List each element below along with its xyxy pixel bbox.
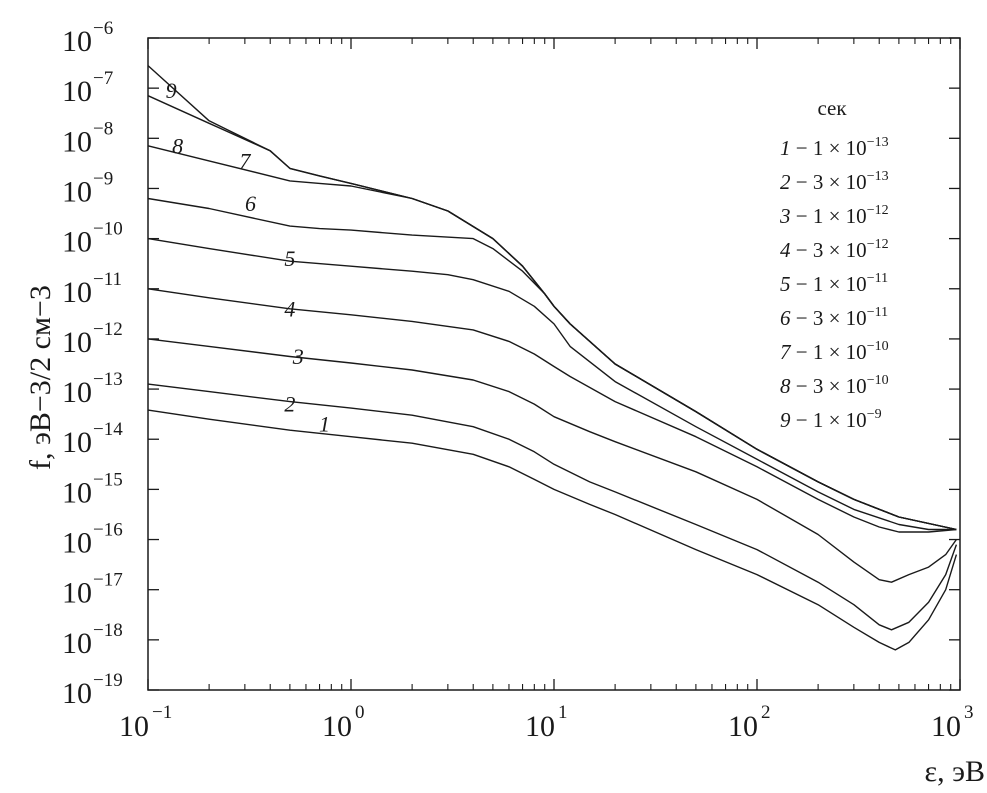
y-tick-label: 10 xyxy=(62,426,92,459)
series-labels: 12 3 4 5 6 7 8 9 xyxy=(166,78,330,437)
legend-entry-5: 5 − 1 × 10−11 xyxy=(780,271,888,296)
legend-entry-3: 3 − 1 × 10−12 xyxy=(779,203,889,228)
legend-entry-7: 7 − 1 × 10−10 xyxy=(780,339,889,364)
y-tick-exponent: −6 xyxy=(93,18,113,39)
series-label-2: 2 xyxy=(284,392,295,417)
series-label-7: 7 xyxy=(239,148,251,173)
series-group xyxy=(147,65,958,651)
x-tick-exponent: 0 xyxy=(355,702,365,723)
series-line-5 xyxy=(147,237,957,531)
y-tick-label: 10 xyxy=(62,677,92,710)
legend-title: сек xyxy=(817,96,847,120)
x-axis-label: ε, эВ xyxy=(925,755,985,788)
legend-entry-1: 1 − 1 × 10−13 xyxy=(780,135,889,160)
series-label-5: 5 xyxy=(284,246,295,271)
y-tick-label: 10 xyxy=(62,577,92,610)
y-tick-label: 10 xyxy=(62,75,92,108)
y-axis-label: f, эВ−3/2 см−3 xyxy=(24,285,57,470)
y-tick-label: 10 xyxy=(62,627,92,660)
x-tick-label: 10 xyxy=(119,710,149,743)
x-tick-label: 10 xyxy=(525,710,555,743)
legend-entry-8: 8 − 3 × 10−10 xyxy=(780,373,889,398)
y-tick-exponent: −12 xyxy=(93,319,123,340)
legend-entry-9: 9 − 1 × 10−9 xyxy=(780,407,882,432)
y-tick-exponent: −13 xyxy=(93,369,123,390)
series-line-9 xyxy=(147,65,957,531)
legend-entry-6: 6 − 3 × 10−11 xyxy=(780,305,888,330)
y-tick-exponent: −14 xyxy=(93,419,123,440)
y-tick-exponent: −7 xyxy=(93,68,113,89)
x-tick-exponent: 2 xyxy=(761,702,771,723)
legend: сек 1 − 1 × 10−13 2 − 3 × 10−13 3 − 1 × 10… xyxy=(779,96,889,432)
y-tick-exponent: −8 xyxy=(93,118,113,139)
y-tick-exponent: −17 xyxy=(93,570,123,591)
legend-entry-2: 2 − 3 × 10−13 xyxy=(780,169,889,194)
y-tick-label: 10 xyxy=(62,226,92,259)
y-tick-label: 10 xyxy=(62,527,92,560)
series-label-9: 9 xyxy=(166,78,177,103)
x-tick-label: 10 xyxy=(728,710,758,743)
y-tick-label: 10 xyxy=(62,125,92,158)
y-tick-exponent: −19 xyxy=(93,670,123,691)
y-tick-exponent: −15 xyxy=(93,469,123,490)
x-tick-label: 10 xyxy=(931,710,961,743)
y-tick-exponent: −18 xyxy=(93,620,123,641)
y-tick-label: 10 xyxy=(62,25,92,58)
y-tick-exponent: −10 xyxy=(93,219,123,240)
series-line-2 xyxy=(147,383,958,631)
x-tick-exponent: 3 xyxy=(964,702,974,723)
x-tick-label: 10 xyxy=(322,710,352,743)
legend-entry-4: 4 − 3 × 10−12 xyxy=(780,237,889,262)
x-tick-exponent: −1 xyxy=(152,702,172,723)
y-tick-label: 10 xyxy=(62,326,92,359)
x-tick-exponent: 1 xyxy=(558,702,568,723)
y-tick-label: 10 xyxy=(62,276,92,309)
series-line-3 xyxy=(147,338,957,583)
series-label-1: 1 xyxy=(319,412,330,437)
series-label-8: 8 xyxy=(172,133,183,158)
y-tick-label: 10 xyxy=(62,376,92,409)
series-line-4 xyxy=(147,288,957,533)
series-label-3: 3 xyxy=(292,344,304,369)
series-label-6: 6 xyxy=(245,191,256,216)
y-tick-exponent: −11 xyxy=(93,269,122,290)
x-axis: 10 −1 10 0 10 1 10 2 10 3 xyxy=(119,38,974,743)
y-tick-label: 10 xyxy=(62,175,92,208)
y-tick-exponent: −16 xyxy=(93,520,123,541)
series-label-4: 4 xyxy=(284,296,295,321)
y-tick-label: 10 xyxy=(62,476,92,509)
y-tick-exponent: −9 xyxy=(93,168,113,189)
series-line-1 xyxy=(147,409,958,651)
